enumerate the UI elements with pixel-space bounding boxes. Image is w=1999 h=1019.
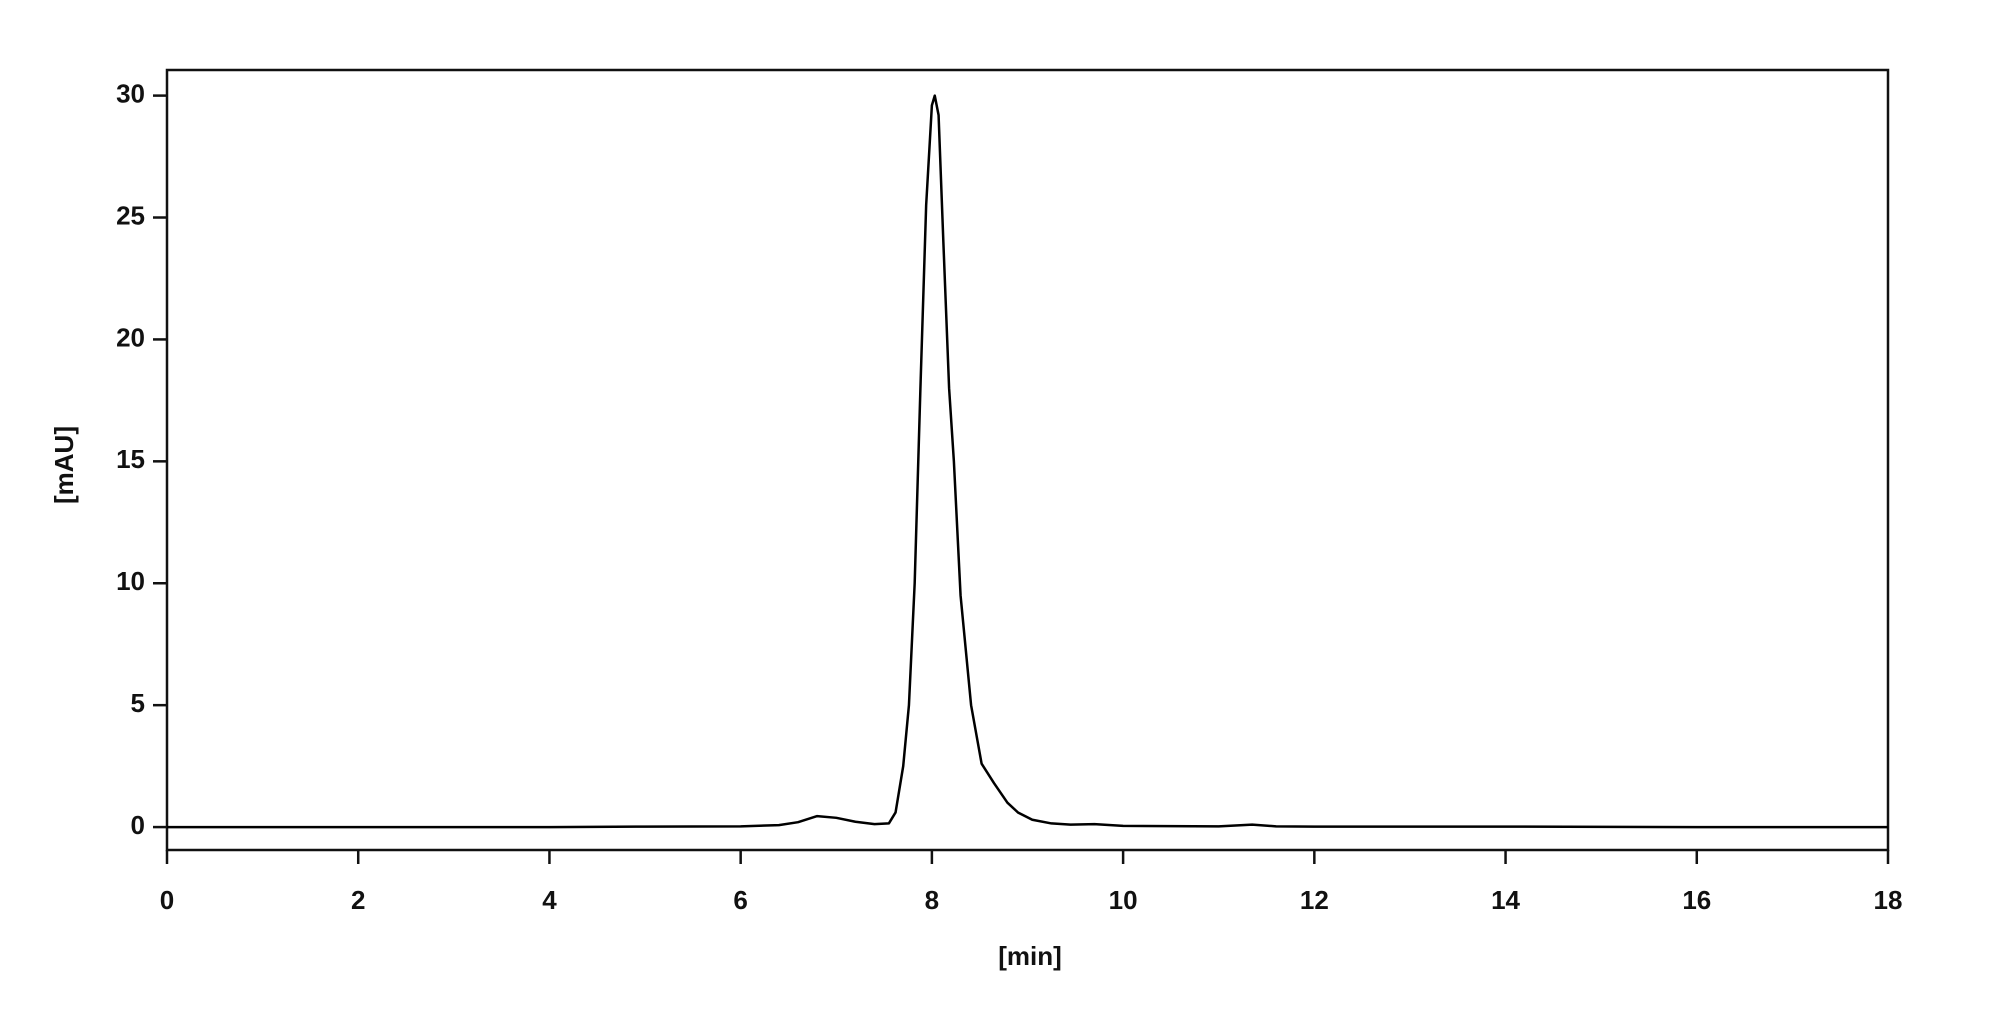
x-tick-label: 10 bbox=[1109, 885, 1138, 915]
x-tick-label: 6 bbox=[733, 885, 747, 915]
y-tick-label: 5 bbox=[131, 688, 145, 718]
y-tick-label: 25 bbox=[116, 200, 145, 230]
x-tick-label: 0 bbox=[160, 885, 174, 915]
plot-frame bbox=[165, 68, 1890, 852]
trace-line bbox=[167, 94, 1888, 829]
y-tick-label: 0 bbox=[131, 810, 145, 840]
x-tick-label: 14 bbox=[1491, 885, 1520, 915]
y-axis-label: [mAU] bbox=[49, 426, 79, 504]
x-tick-label: 18 bbox=[1874, 885, 1903, 915]
x-tick-label: 16 bbox=[1682, 885, 1711, 915]
y-tick-label: 10 bbox=[116, 566, 145, 596]
y-tick-label: 15 bbox=[116, 444, 145, 474]
y-tick-label: 20 bbox=[116, 322, 145, 352]
x-tick-label: 8 bbox=[925, 885, 939, 915]
x-tick-label: 2 bbox=[351, 885, 365, 915]
x-axis-label: [min] bbox=[998, 941, 1062, 971]
x-tick-label: 12 bbox=[1300, 885, 1329, 915]
y-tick-label: 30 bbox=[116, 78, 145, 108]
x-tick-label: 4 bbox=[542, 885, 557, 915]
